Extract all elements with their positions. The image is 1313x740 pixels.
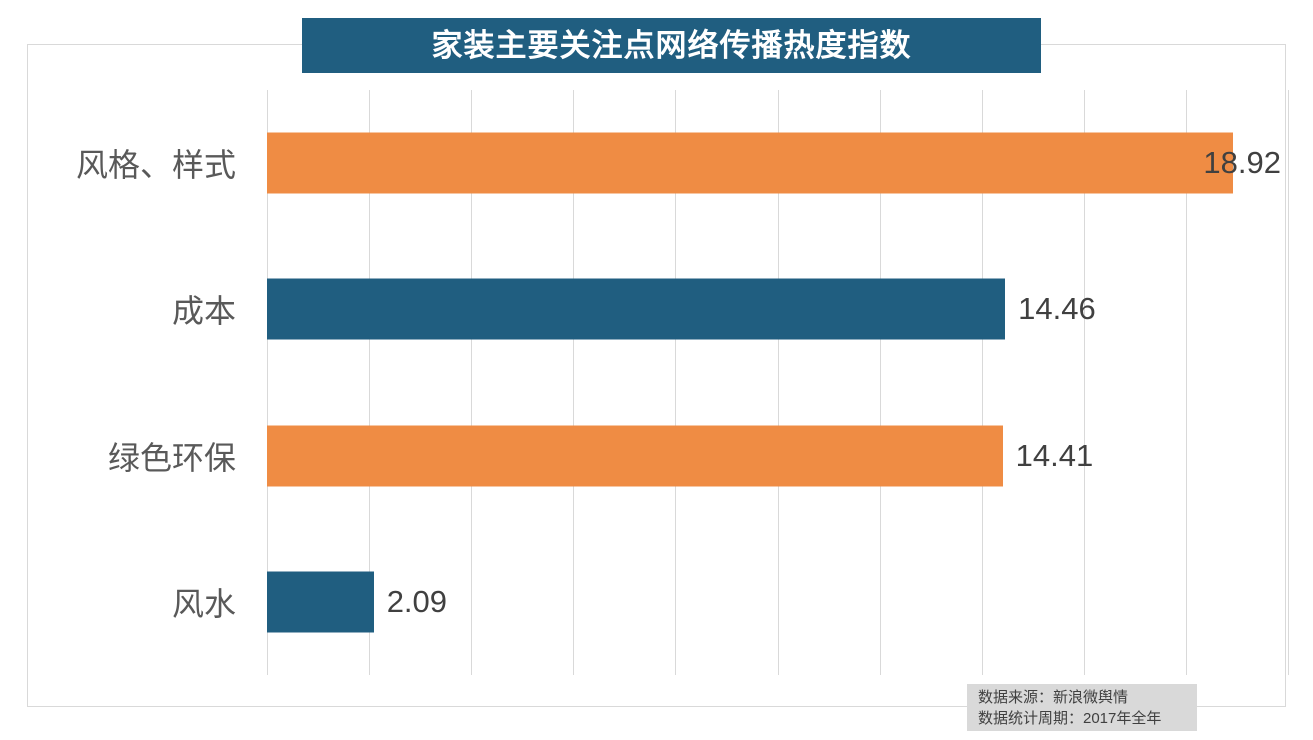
gridline [1083, 90, 1085, 675]
source-line-1: 数据来源：新浪微舆情 [978, 689, 1129, 706]
chart-title: 家装主要关注点网络传播热度指数 [302, 18, 1041, 73]
gridline [1185, 90, 1187, 675]
chart-row: 绿色环保 14.41 [108, 383, 1288, 529]
gridline [675, 90, 677, 675]
value-label: 14.41 [1015, 437, 1094, 473]
gridline [879, 90, 881, 675]
value-label: 2.09 [386, 583, 448, 619]
gridline [573, 90, 575, 675]
gridline [1288, 90, 1289, 675]
plot-area: 风格、样式 18.92 成本 14.46 绿色环保 14.41 风水 2.09 [76, 90, 1289, 675]
gridline [981, 90, 983, 675]
bar [267, 278, 1006, 340]
gridline [777, 90, 779, 675]
gridline [369, 90, 371, 675]
chart-row: 风格、样式 18.92 [76, 90, 1288, 236]
category-label: 绿色环保 [107, 439, 236, 476]
category-label: 成本 [171, 293, 236, 330]
bar [267, 425, 1003, 487]
source-line-2: 数据统计周期：2017年全年 [978, 710, 1162, 727]
source-box: 数据来源：新浪微舆情 数据统计周期：2017年全年 [967, 684, 1197, 731]
gridline [267, 90, 268, 675]
chart-row: 成本 14.46 [172, 236, 1288, 382]
bar [267, 571, 374, 633]
value-label: 14.46 [1018, 291, 1096, 327]
category-label: 风水 [171, 585, 236, 622]
category-label: 风格、样式 [75, 147, 236, 184]
bar [267, 132, 1233, 194]
gridline [471, 90, 473, 675]
value-label: 18.92 [1203, 145, 1281, 181]
chart-row: 风水 2.09 [172, 529, 1288, 675]
